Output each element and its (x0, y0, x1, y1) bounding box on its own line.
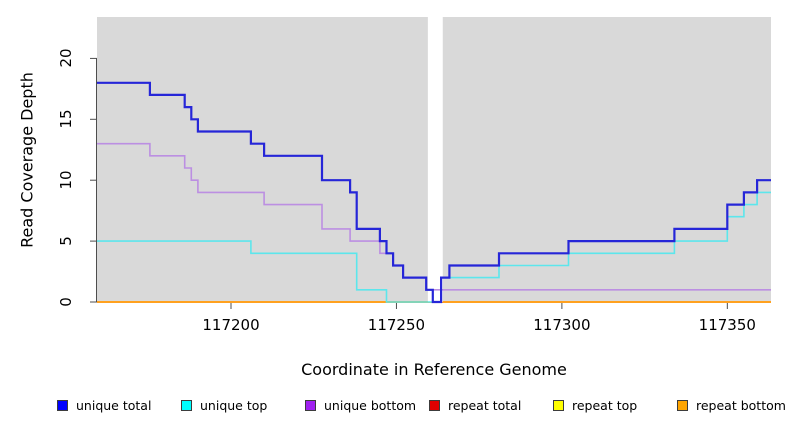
series-line-unique-total (97, 81, 771, 304)
x-tick-label: 117250 (367, 316, 426, 334)
x-tick-label: 117350 (698, 316, 756, 334)
x-tick-label: 117200 (202, 316, 260, 334)
legend-label: repeat bottom (696, 397, 786, 413)
legend-item-unique-total: unique total (57, 397, 151, 413)
x-tick-label: 117300 (533, 316, 591, 334)
masked-region (427, 17, 443, 302)
y-tick-label: 10 (57, 170, 75, 190)
legend-label: unique total (76, 397, 152, 413)
legend-item-repeat-top: repeat top (553, 397, 637, 413)
y-axis-title: Read Coverage Depth (17, 72, 37, 248)
y-tick-label: 5 (57, 236, 75, 246)
legend-item-unique-bottom: unique bottom (305, 397, 416, 413)
legend-item-repeat-total: repeat total (429, 397, 521, 413)
y-tick-label: 0 (57, 297, 75, 307)
legend-swatch-unique-total (57, 399, 68, 411)
legend-swatch-repeat-bottom (677, 399, 688, 411)
legend-label: repeat top (572, 397, 638, 413)
series-line-unique-top (97, 191, 771, 303)
legend-label: repeat total (448, 397, 522, 413)
legend-swatch-repeat-total (429, 399, 440, 411)
y-tick-label: 15 (57, 109, 75, 129)
x-axis-title: Coordinate in Reference Genome (301, 360, 567, 379)
legend-label: unique top (200, 397, 268, 413)
legend-label: unique bottom (324, 397, 417, 413)
legend-item-repeat-bottom: repeat bottom (677, 397, 786, 413)
legend-swatch-repeat-top (553, 399, 564, 411)
legend-swatch-unique-bottom (305, 399, 316, 411)
legend-item-unique-top: unique top (181, 397, 267, 413)
legend-swatch-unique-top (181, 399, 192, 411)
y-tick-label: 20 (57, 48, 75, 68)
